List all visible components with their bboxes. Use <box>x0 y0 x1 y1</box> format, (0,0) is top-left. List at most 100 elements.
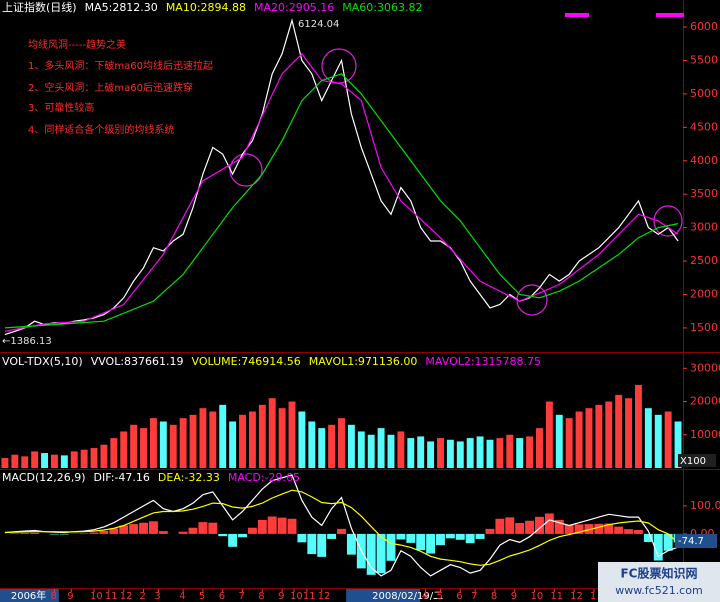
macd-bar <box>366 533 376 575</box>
header-label: MACD(12,26,9) <box>2 471 86 484</box>
volume-bar <box>555 414 563 468</box>
line <box>4 18 679 336</box>
macd-bar <box>247 527 257 534</box>
volume-bar <box>615 394 623 468</box>
x-tick-label: 10 <box>531 591 544 602</box>
volume-bar <box>219 404 227 468</box>
macd-bar <box>337 528 346 534</box>
volume-bar <box>347 424 355 468</box>
volume-bar <box>437 438 444 468</box>
macd-bar <box>426 533 436 554</box>
volume-bar <box>456 441 464 468</box>
x-tick-label: 11 <box>105 591 118 602</box>
line <box>4 52 679 332</box>
x-tick-label: 12 <box>570 591 583 602</box>
header-label: MAVOL2:1315788.75 <box>425 355 541 368</box>
macd-bar <box>218 533 228 537</box>
macd-bar <box>624 529 634 534</box>
macd-bar <box>198 522 208 534</box>
volume-bar <box>318 428 326 468</box>
volume-bar <box>308 421 316 468</box>
header-label: DIF:-47.16 <box>94 471 150 484</box>
macd-bar <box>653 533 663 561</box>
header-label: VOL-TDX(5,10) <box>2 355 83 368</box>
macd-bar <box>297 533 307 543</box>
volume-bar <box>268 398 276 468</box>
volume-bar <box>278 408 286 468</box>
macd-bar <box>634 529 643 534</box>
unit-box <box>678 454 716 467</box>
volume-bar <box>644 408 652 468</box>
volume-bar <box>595 404 603 468</box>
y-tick-label: 5500 <box>690 53 718 66</box>
macd-bar <box>346 533 356 555</box>
macd-bar <box>99 530 109 534</box>
macd-bar <box>228 533 238 547</box>
watermark-box <box>598 562 720 602</box>
volume-bar <box>248 411 256 468</box>
marker <box>565 13 589 17</box>
macd-bar <box>257 519 267 534</box>
cursor-label: -74.7 <box>678 536 704 547</box>
volume-bar <box>328 424 336 468</box>
panel <box>4 474 683 577</box>
x-tick-label: 3 <box>154 591 160 602</box>
macd-bar <box>564 524 574 534</box>
x-tick-label: 4 <box>179 591 185 602</box>
header-label: MA10:2894.88 <box>166 1 246 14</box>
line <box>4 489 679 566</box>
volume-bar <box>664 411 672 468</box>
header-label: VOLUME:746914.56 <box>192 355 301 368</box>
macd-bar <box>307 533 317 555</box>
volume-bar <box>536 428 543 468</box>
volume-bar <box>545 401 553 468</box>
header-label: DEA:-32.33 <box>158 471 220 484</box>
volume-bar <box>209 411 217 468</box>
y-tick-label: 3500 <box>690 187 718 200</box>
x-tick-label: 8 <box>491 591 497 602</box>
volume-bar <box>159 421 167 468</box>
x-tick-label: 5 <box>436 591 442 602</box>
watermark: FC股票知识网 <box>620 566 697 581</box>
cursor-box <box>675 534 717 548</box>
volume-bar <box>674 421 682 468</box>
macd-bar <box>643 533 653 543</box>
volume-bar <box>189 414 197 468</box>
annotation: 1、多头风洞：下破ma60均线后迅速拉起 <box>28 59 213 72</box>
cursor-date-box <box>346 589 421 602</box>
x-tick-label: 7 <box>471 591 477 602</box>
x-tick-label: 8 <box>258 591 264 602</box>
macd-bar <box>445 533 455 539</box>
peak-label: 6124.04 <box>298 19 339 30</box>
macd-bar <box>327 533 337 539</box>
volume-bar <box>100 444 108 468</box>
header-label: MAVOL1:971136.00 <box>309 355 418 368</box>
macd-bar <box>525 520 535 534</box>
volume-bar <box>516 438 524 468</box>
x-tick-label: 8 <box>50 591 56 602</box>
x-tick-label: 9 <box>511 591 517 602</box>
volume-bar <box>506 434 514 468</box>
y-tick-label: 3000 <box>690 221 718 234</box>
volume-bar <box>427 441 435 468</box>
macd-bar <box>584 524 594 534</box>
macd-bar <box>49 533 59 535</box>
macd-bar <box>406 533 416 543</box>
y-tick-label: 2000 <box>690 288 718 301</box>
x-tick-label: 11 <box>303 591 316 602</box>
macd-bar <box>594 523 604 534</box>
panel <box>1 384 682 468</box>
x-tick-label: 2 <box>140 591 146 602</box>
x-tick-label: 9 <box>278 591 284 602</box>
x-tick-label: 2006年 <box>11 589 46 602</box>
macd-bar <box>465 533 475 544</box>
line <box>4 474 679 577</box>
volume-bar <box>169 424 177 468</box>
y-tick-label: 10000 <box>690 428 720 441</box>
volume-bar <box>239 414 246 468</box>
panel <box>4 18 679 336</box>
volume-bar <box>357 431 365 468</box>
